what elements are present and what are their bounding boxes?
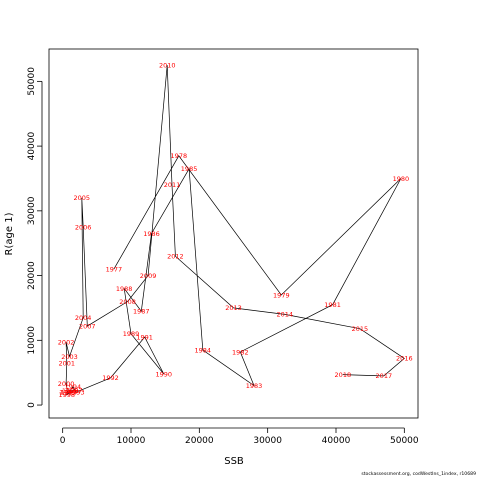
x-tick-label: 50000 [390, 436, 419, 446]
point-label-2010: 2010 [159, 61, 176, 69]
footer-credit: stockassessment.org, codWestIns_1index, … [361, 472, 476, 477]
point-label-2009: 2009 [140, 272, 157, 280]
point-label-2015: 2015 [352, 325, 369, 333]
x-axis: 0 10000 20000 30000 40000 50000 [60, 427, 419, 446]
point-label-2005: 2005 [74, 194, 91, 202]
y-tick-label: 30000 [27, 196, 37, 225]
point-label-2000: 2000 [58, 380, 75, 388]
point-label-2013: 2013 [225, 304, 242, 312]
point-label-1978: 1978 [171, 152, 188, 160]
point-label-1977: 1977 [106, 265, 123, 273]
point-label-2002: 2002 [58, 339, 75, 347]
point-label-2003: 2003 [61, 353, 78, 361]
point-label-1994: 1994 [65, 383, 82, 391]
point-label-1981: 1981 [324, 301, 341, 309]
point-label-2004: 2004 [75, 314, 92, 322]
y-tick-label: 50000 [27, 67, 37, 96]
point-label-1982: 1982 [232, 348, 249, 356]
point-label-2016: 2016 [396, 355, 413, 363]
x-tick-label: 0 [60, 436, 66, 446]
point-label-2008: 2008 [119, 298, 136, 306]
x-tick-label: 10000 [117, 436, 146, 446]
y-tick-label: 10000 [27, 326, 37, 355]
point-label-2014: 2014 [276, 311, 293, 319]
point-label-1986: 1986 [143, 230, 160, 238]
point-label-1987: 1987 [133, 307, 150, 315]
point-label-2006: 2006 [75, 223, 92, 231]
x-tick-label: 20000 [185, 436, 214, 446]
point-label-1983: 1983 [246, 382, 263, 390]
point-label-1999: 1999 [59, 388, 76, 396]
point-label-2001: 2001 [58, 359, 75, 367]
point-label-1979: 1979 [273, 291, 290, 299]
point-label-1990: 1990 [156, 370, 173, 378]
point-label-1980: 1980 [393, 175, 410, 183]
point-label-1984: 1984 [194, 346, 211, 354]
point-label-1996: 1996 [62, 387, 79, 395]
point-label-1988: 1988 [116, 285, 133, 293]
point-label-2007: 2007 [79, 322, 96, 330]
series-line [65, 65, 405, 396]
point-label-1985: 1985 [181, 165, 198, 173]
point-label-1989: 1989 [123, 330, 140, 338]
y-axis: 0 10000 20000 30000 40000 50000 [27, 67, 43, 408]
plot-frame [48, 48, 419, 419]
point-label-2012: 2012 [167, 252, 184, 260]
point-label-1997: 1997 [66, 386, 83, 394]
point-label-2011: 2011 [164, 181, 181, 189]
x-axis-title: SSB [224, 456, 244, 467]
point-labels: 1977 1978 1979 1980 1981 1982 1983 1984 1985 1986… [58, 61, 413, 399]
point-label-2017: 2017 [376, 372, 393, 380]
point-label-1995: 1995 [61, 388, 78, 396]
point-label-1998: 1998 [58, 391, 75, 399]
y-axis-title: R(age 1) [4, 212, 15, 255]
y-tick-label: 20000 [27, 261, 37, 290]
y-tick-label: 40000 [27, 132, 37, 161]
point-label-1993: 1993 [68, 388, 85, 396]
point-label-1991: 1991 [136, 333, 153, 341]
x-tick-label: 30000 [253, 436, 282, 446]
point-label-2018: 2018 [335, 371, 352, 379]
x-tick-label: 40000 [322, 436, 351, 446]
point-label-1992: 1992 [102, 374, 119, 382]
y-tick-label: 0 [27, 402, 37, 408]
